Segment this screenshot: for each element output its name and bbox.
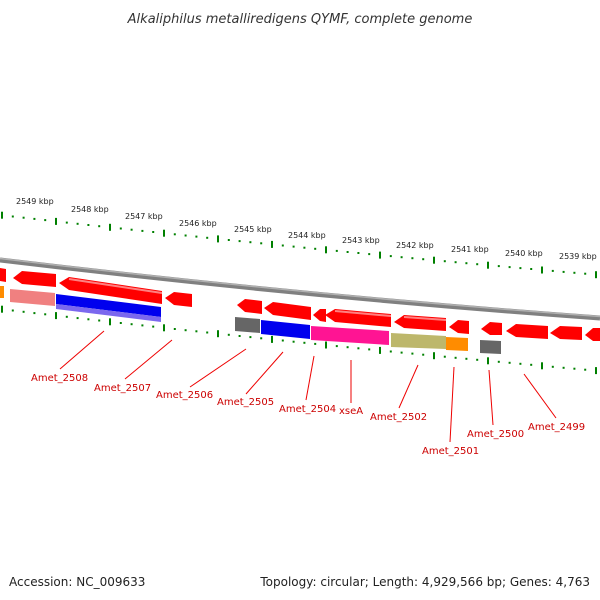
connector-line (449, 366, 455, 443)
connector-line (189, 348, 247, 388)
connector-line (523, 373, 557, 419)
gene-arrow (325, 309, 391, 327)
kbp-label: 2543 kbp (342, 236, 380, 245)
feature-block-olive (391, 333, 446, 349)
gene-arrow (0, 268, 6, 282)
connector-line (245, 351, 284, 395)
gene-label: Amet_2505 (217, 397, 274, 408)
kbp-label: 2542 kbp (396, 241, 434, 250)
genome-backbone (0, 257, 600, 321)
feature-blocks (0, 286, 501, 354)
gene-highlight (68, 278, 163, 294)
feature-block-gray (235, 317, 260, 333)
gene-arrow (449, 320, 469, 334)
feature-block-blue (56, 294, 161, 317)
accession-text: Accession: NC_009633 (9, 575, 145, 589)
gene-arrow (237, 299, 262, 314)
gene-labels: Amet_2508 Amet_2507 Amet_2506 Amet_2505 … (31, 373, 585, 457)
gene-arrow (313, 309, 326, 322)
kbp-label: 2547 kbp (125, 212, 163, 221)
kbp-label: 2540 kbp (505, 249, 543, 258)
feature-block-blue (261, 320, 310, 339)
connector-line (124, 339, 173, 380)
feature-block-gray (480, 340, 501, 354)
gene-arrow (165, 292, 192, 307)
kbp-label: 2544 kbp (288, 231, 326, 240)
forward-strand-genes (0, 268, 600, 341)
gene-label: Amet_2507 (94, 383, 151, 394)
gene-label: Amet_2506 (156, 390, 213, 401)
connector-line (488, 369, 494, 426)
gene-arrow (506, 324, 548, 339)
feature-block-magenta (311, 326, 389, 345)
feature-block-orange (446, 337, 468, 351)
kbp-label: 2545 kbp (234, 225, 272, 234)
gene-label: Amet_2501 (422, 446, 479, 457)
gene-highlight (403, 316, 447, 321)
gene-arrow (264, 302, 311, 320)
connector-line (305, 355, 315, 401)
gene-label: xseA (339, 406, 363, 417)
feature-block-salmon (10, 289, 55, 306)
topology-text: Topology: circular; Length: 4,929,566 bp… (259, 575, 590, 589)
gene-label-connectors (59, 330, 557, 443)
kbp-label: 2539 kbp (559, 252, 597, 261)
gene-label: Amet_2504 (279, 404, 336, 415)
gene-label: Amet_2500 (467, 429, 524, 440)
connector-line (59, 330, 105, 370)
gene-arrow (550, 326, 582, 340)
feature-block-slateblue (56, 304, 161, 322)
kbp-scale-labels: 2549 kbp 2548 kbp 2547 kbp 2546 kbp 2545… (16, 197, 597, 261)
gene-arrow (13, 271, 56, 287)
gene-arrow (585, 328, 600, 341)
kbp-label: 2541 kbp (451, 245, 489, 254)
kbp-label: 2549 kbp (16, 197, 54, 206)
kbp-label: 2548 kbp (71, 205, 109, 214)
inner-tick-track (1, 305, 597, 375)
gene-arrow (59, 277, 162, 304)
genome-title: Alkaliphilus metalliredigens QYMF, compl… (127, 12, 473, 27)
gene-label: Amet_2508 (31, 373, 88, 384)
feature-block-orange (0, 286, 4, 298)
outer-tick-track (1, 211, 597, 279)
gene-label: Amet_2499 (528, 422, 585, 433)
genome-backbone-highlight (0, 257, 600, 318)
gene-highlight (334, 310, 392, 317)
gene-arrow (481, 322, 502, 335)
kbp-label: 2546 kbp (179, 219, 217, 228)
connector-line (398, 364, 419, 409)
gene-label: Amet_2502 (370, 412, 427, 423)
